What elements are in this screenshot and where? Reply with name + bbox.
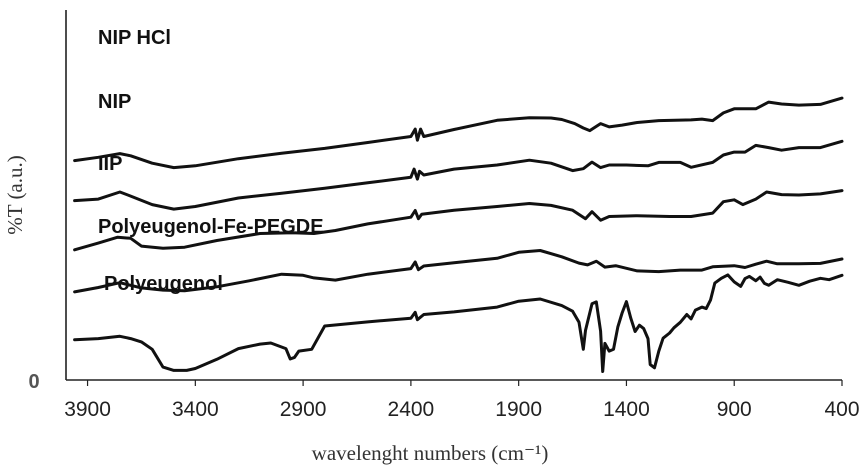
series-label-4: Polyeugenol-Fe-PEGDE	[98, 216, 324, 238]
series-line-3	[73, 189, 844, 252]
x-tick-label: 900	[717, 398, 752, 421]
x-axis-ticks: 3900 3400 2900 2400 1900 1400 900 400	[64, 380, 860, 421]
plot-area	[65, 10, 842, 381]
series-label-1: NIP HCl	[98, 27, 171, 49]
series-label-2: NIP	[98, 91, 131, 113]
x-tick-label: 1900	[495, 398, 542, 421]
series-line-1	[73, 96, 844, 170]
y-tick-label: 0	[28, 371, 39, 393]
series-label-5: Polyeugenol	[104, 273, 223, 295]
x-tick-label: 400	[824, 398, 859, 421]
x-tick-label: 3400	[172, 398, 219, 421]
y-axis-title: %T (a.u.)	[3, 155, 27, 235]
x-tick-label: 1400	[603, 398, 650, 421]
series-line-4	[73, 249, 844, 294]
x-tick-label: 3900	[64, 398, 111, 421]
series-label-3: IIP	[98, 153, 122, 175]
series-line-5	[73, 273, 844, 373]
series-line-2	[73, 139, 844, 211]
x-axis-title: wavelenght numbers (cm⁻¹)	[312, 441, 549, 465]
x-tick-label: 2400	[388, 398, 435, 421]
series-group: NIP HCl NIP IIP Polyeugenol-Fe-PEGDE Polyeug…	[73, 27, 844, 373]
x-tick-label: 2900	[280, 398, 327, 421]
